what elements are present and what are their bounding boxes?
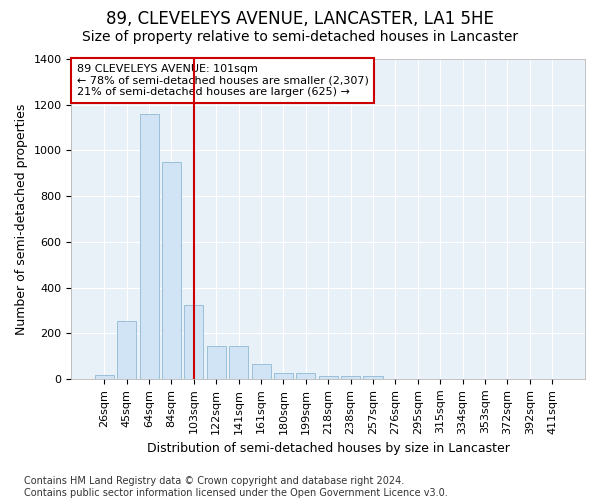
Text: Contains HM Land Registry data © Crown copyright and database right 2024.
Contai: Contains HM Land Registry data © Crown c… (24, 476, 448, 498)
Bar (162, 162, 181, 379)
Text: 89 CLEVELEYS AVENUE: 101sqm
← 78% of semi-detached houses are smaller (2,307)
21: 89 CLEVELEYS AVENUE: 101sqm ← 78% of sem… (77, 64, 368, 97)
Text: Size of property relative to semi-detached houses in Lancaster: Size of property relative to semi-detach… (82, 30, 518, 44)
Bar (184, 304, 203, 379)
Bar (229, 346, 248, 379)
Bar (117, 320, 136, 379)
Bar (296, 373, 316, 379)
Y-axis label: Number of semi-detached properties: Number of semi-detached properties (15, 104, 28, 334)
Bar (251, 364, 271, 379)
Bar (319, 376, 338, 379)
Bar (207, 346, 226, 379)
X-axis label: Distribution of semi-detached houses by size in Lancaster: Distribution of semi-detached houses by … (147, 442, 509, 455)
Bar (364, 376, 383, 379)
Bar (341, 376, 360, 379)
Bar (140, 114, 158, 379)
Text: 89, CLEVELEYS AVENUE, LANCASTER, LA1 5HE: 89, CLEVELEYS AVENUE, LANCASTER, LA1 5HE (106, 10, 494, 28)
Bar (95, 375, 114, 379)
Bar (274, 373, 293, 379)
